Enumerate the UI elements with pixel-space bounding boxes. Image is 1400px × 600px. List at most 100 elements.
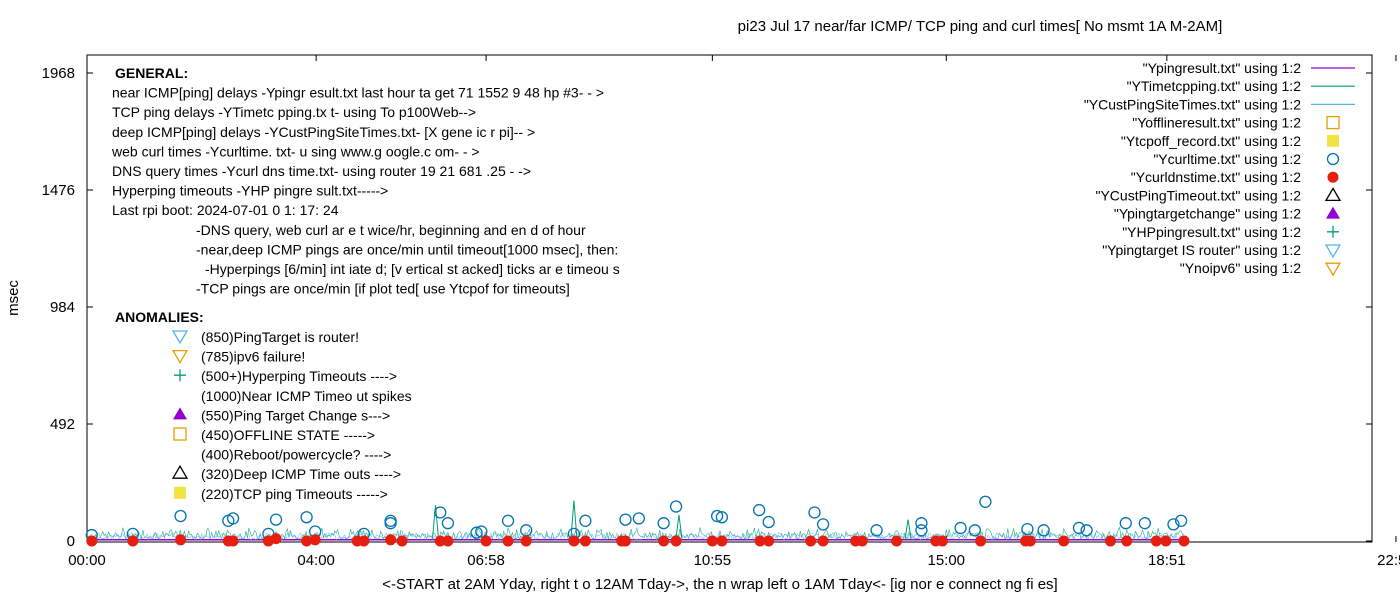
curltime-point — [300, 511, 313, 524]
dnstime-point — [301, 535, 313, 547]
curltime-point — [1138, 517, 1152, 530]
general-line: web curl times -Ycurltime. txt- u sing w… — [111, 143, 480, 159]
curltime-point — [657, 517, 670, 530]
dnstime-point — [520, 535, 532, 547]
curltime-point — [384, 514, 397, 527]
anomaly-line: (220)TCP ping Timeouts -----> — [201, 486, 388, 502]
x-tick-label: 00:00 — [68, 552, 106, 569]
anomalies-heading: ANOMALIES: — [115, 309, 204, 325]
general-line: -TCP pings are once/min [if plot ted[ us… — [196, 281, 570, 297]
dnstime-point — [480, 535, 492, 547]
curltime-point — [1167, 518, 1180, 531]
dnstime-point — [568, 535, 580, 547]
curltime-point — [954, 521, 967, 535]
general-line: deep ICMP[ping] delays -YCustPingSiteTim… — [112, 124, 535, 140]
legend-marker — [1326, 152, 1340, 166]
anomaly-line: (320)Deep ICMP Time outs ----> — [201, 466, 401, 482]
legend-marker — [1327, 171, 1339, 183]
legend-label: "Ycurldnstime.txt" using 1:2 — [1131, 169, 1301, 185]
anomaly-line: (400)Reboot/powercycle? ----> — [201, 447, 391, 463]
dnstime-point — [1058, 535, 1070, 547]
dnstime-point — [127, 535, 139, 547]
y-tick-label: 1476 — [42, 182, 75, 199]
curltime-point — [870, 524, 883, 537]
legend-label: "Ypingtargetchange" using 1:2 — [1114, 206, 1301, 222]
curltime-point — [1174, 514, 1188, 527]
dnstime-point — [763, 535, 775, 547]
curltime-point — [434, 506, 447, 519]
legend-label: "Yofflineresult.txt" using 1:2 — [1132, 115, 1301, 131]
dnstime-point — [754, 535, 766, 547]
anomalies-notes: ANOMALIES: (850)PingTarget is router! (785… — [115, 309, 412, 502]
legend: "Ypingresult.txt" using 1:2 "YTimetcpping… — [1084, 60, 1355, 277]
curltime-point — [979, 495, 992, 508]
x-tick-label: 06:58 — [467, 552, 505, 569]
dnstime-point — [1150, 535, 1162, 547]
curltime-point — [710, 509, 724, 523]
curltime-point — [1119, 517, 1132, 530]
anomaly-marker — [173, 427, 187, 441]
dnstime-point — [86, 535, 98, 547]
y-tick-label: 492 — [50, 416, 75, 433]
anomaly-line: (785)ipv6 failure! — [201, 349, 305, 365]
curltime-point — [1072, 521, 1086, 535]
anomaly-marker — [171, 330, 189, 345]
dnstime-point — [579, 535, 591, 547]
dnstime-point — [670, 535, 682, 547]
legend-marker — [1327, 225, 1339, 238]
custping-trace — [86, 531, 1185, 541]
dnstime-point — [936, 535, 948, 547]
curltime-point — [501, 514, 515, 527]
curltime-point — [619, 513, 632, 526]
legend-label: "Ypingtarget IS router" using 1:2 — [1102, 242, 1301, 258]
legend-label: "YCustPingSiteTimes.txt" using 1:2 — [1084, 96, 1301, 112]
data-series — [85, 495, 1190, 547]
general-line: -Hyperpings [6/min] int iate d; [v ertic… — [205, 261, 620, 277]
legend-label: "Ycurltime.txt" using 1:2 — [1153, 151, 1301, 167]
x-tick-label: 04:00 — [297, 552, 335, 569]
y-axis-label: msec — [5, 280, 22, 316]
curltime-point — [632, 512, 645, 525]
dnstime-point — [309, 534, 321, 546]
curltime-point — [752, 503, 766, 517]
anomaly-line: (500+)Hyperping Timeouts ----> — [201, 368, 397, 384]
plot-frame — [86, 54, 1373, 543]
curltime-point — [441, 517, 455, 530]
dnstime-point — [1121, 535, 1133, 547]
general-line: DNS query times -Ycurl dns time.txt- usi… — [112, 163, 531, 179]
curltime-point — [174, 509, 187, 523]
dnstime-point — [227, 535, 239, 547]
legend-label: "Ynoipv6" using 1:2 — [1180, 260, 1301, 276]
curltime-point — [579, 514, 592, 527]
spike-mark — [904, 519, 912, 539]
anomaly-marker — [174, 369, 186, 382]
x-tick-label: 18:51 — [1148, 552, 1186, 569]
curltime-point — [816, 518, 830, 531]
legend-marker — [1327, 134, 1339, 147]
spike-mark — [675, 514, 683, 539]
dnstime-point — [396, 535, 408, 547]
dnstime-point — [434, 535, 446, 547]
dnstime-point — [442, 535, 454, 547]
y-axis: 0 492 984 1476 1968 — [42, 65, 1372, 550]
anomaly-line: (850)PingTarget is router! — [201, 329, 359, 345]
curltime-point — [968, 524, 982, 537]
dnstime-point — [1024, 535, 1036, 547]
chart-title: pi23 Jul 17 near/far ICMP/ TCP ping and … — [738, 18, 1223, 35]
curltime-point — [1037, 524, 1050, 537]
curltime-point — [226, 512, 240, 525]
curltime-point — [715, 511, 729, 524]
dnstime-point — [716, 535, 728, 547]
dnstime-point — [385, 534, 397, 546]
legend-marker — [1324, 187, 1342, 202]
spike-mark — [431, 505, 439, 539]
legend-marker — [1326, 206, 1340, 219]
y-tick-label: 0 — [67, 533, 75, 550]
curltime-point — [915, 524, 928, 537]
dnstime-point — [1104, 535, 1116, 547]
general-line: Last rpi boot: 2024-07-01 0 1: 17: 24 — [112, 202, 339, 218]
anomaly-line: (1000)Near ICMP Timeo ut spikes — [201, 388, 412, 404]
dnstime-point — [658, 535, 670, 547]
y-tick-label: 1968 — [42, 65, 75, 82]
dnstime-point — [502, 535, 514, 547]
